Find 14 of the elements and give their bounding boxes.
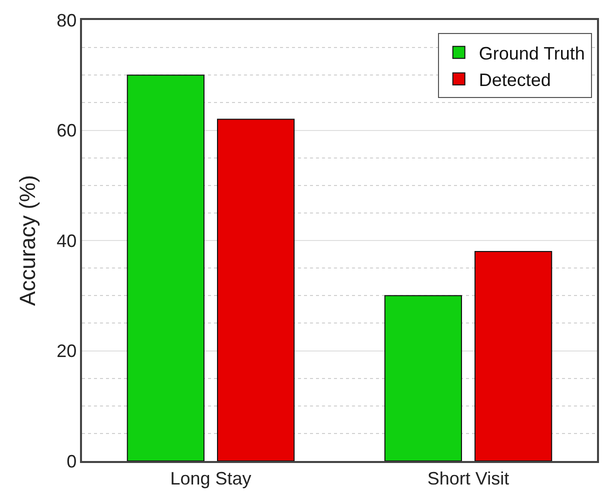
y-tick-label: 0 [66, 451, 77, 472]
y-tick-label: 60 [56, 120, 77, 141]
bar [217, 118, 295, 461]
bar [126, 74, 204, 461]
y-tick-label: 40 [56, 230, 77, 251]
y-axis-title: Accuracy (%) [14, 175, 40, 306]
y-tick-label: 80 [56, 10, 77, 30]
x-tick-label: Long Stay [170, 468, 252, 488]
bar [384, 295, 462, 461]
legend-label: Detected [478, 70, 551, 90]
legend-label: Ground Truth [478, 43, 585, 64]
x-tick-label: Short Visit [427, 468, 510, 488]
y-tick-label: 20 [56, 341, 77, 362]
bar [474, 251, 552, 461]
